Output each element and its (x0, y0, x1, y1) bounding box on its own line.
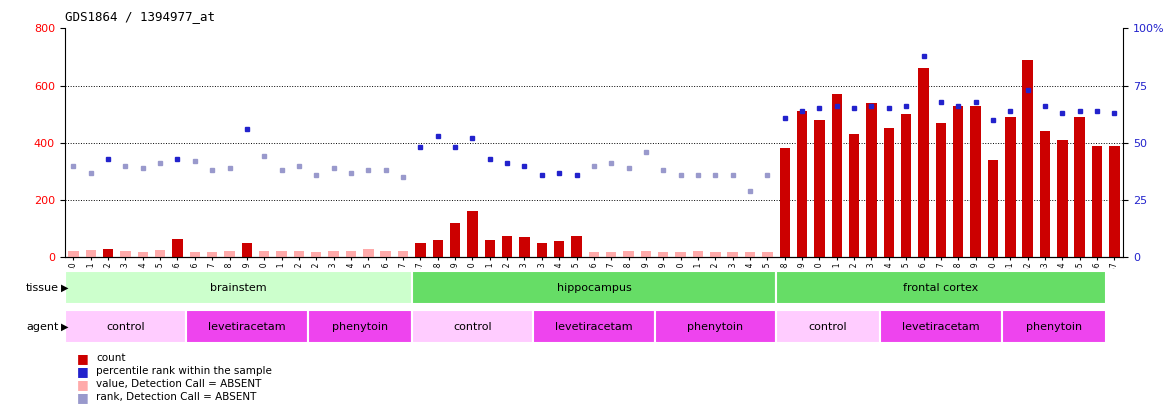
Bar (346, 251, 356, 257)
Bar (102, 249, 113, 257)
Text: ■: ■ (76, 365, 88, 378)
Bar (259, 251, 269, 257)
Bar (138, 252, 148, 257)
Bar (412, 271, 776, 304)
Bar (641, 251, 652, 257)
Bar (1040, 131, 1050, 257)
Bar (308, 310, 412, 343)
Bar (780, 149, 790, 257)
Bar (693, 251, 703, 257)
Bar (241, 243, 252, 257)
Bar (1109, 146, 1120, 257)
Bar (363, 249, 374, 257)
Bar (536, 243, 547, 257)
Text: tissue: tissue (26, 283, 59, 293)
Bar (294, 251, 305, 257)
Bar (312, 252, 321, 257)
Text: control: control (453, 322, 492, 332)
Bar (533, 310, 655, 343)
Bar (415, 243, 426, 257)
Bar (880, 310, 1002, 343)
Bar (155, 250, 166, 257)
Text: phenytoin: phenytoin (687, 322, 743, 332)
Bar (186, 310, 308, 343)
Bar (1002, 310, 1105, 343)
Bar (1075, 117, 1085, 257)
Bar (381, 251, 390, 257)
Bar (1022, 60, 1033, 257)
Bar (883, 128, 894, 257)
Bar (901, 114, 911, 257)
Bar (606, 252, 616, 257)
Bar (728, 252, 737, 257)
Text: ■: ■ (76, 352, 88, 365)
Bar (65, 271, 412, 304)
Bar (572, 236, 582, 257)
Bar (68, 251, 79, 257)
Bar (276, 251, 287, 257)
Bar (589, 252, 599, 257)
Bar (189, 252, 200, 257)
Bar (797, 111, 807, 257)
Bar (744, 252, 755, 257)
Bar (225, 251, 235, 257)
Text: GDS1864 / 1394977_at: GDS1864 / 1394977_at (65, 10, 215, 23)
Bar (970, 106, 981, 257)
Bar (1057, 140, 1068, 257)
Text: brainstem: brainstem (209, 283, 267, 292)
Text: ▶: ▶ (61, 322, 68, 332)
Text: frontal cortex: frontal cortex (903, 283, 978, 292)
Bar (1091, 146, 1102, 257)
Text: rank, Detection Call = ABSENT: rank, Detection Call = ABSENT (96, 392, 256, 402)
Bar (120, 252, 131, 257)
Text: control: control (809, 322, 848, 332)
Bar (433, 240, 443, 257)
Text: percentile rank within the sample: percentile rank within the sample (96, 367, 273, 376)
Bar (710, 252, 721, 257)
Bar (467, 211, 477, 257)
Bar (520, 237, 529, 257)
Bar (502, 236, 513, 257)
Bar (397, 251, 408, 257)
Text: levetiracetam: levetiracetam (902, 322, 980, 332)
Bar (554, 241, 564, 257)
Bar (936, 123, 947, 257)
Bar (776, 310, 880, 343)
Text: value, Detection Call = ABSENT: value, Detection Call = ABSENT (96, 379, 262, 389)
Bar (814, 120, 824, 257)
Bar (485, 240, 495, 257)
Text: phenytoin: phenytoin (332, 322, 388, 332)
Bar (867, 103, 876, 257)
Bar (1005, 117, 1016, 257)
Bar (450, 223, 460, 257)
Text: hippocampus: hippocampus (556, 283, 632, 292)
Text: phenytoin: phenytoin (1025, 322, 1082, 332)
Bar (172, 239, 182, 257)
Bar (659, 252, 668, 257)
Text: ■: ■ (76, 391, 88, 404)
Bar (207, 252, 218, 257)
Text: count: count (96, 354, 126, 363)
Bar (762, 252, 773, 257)
Bar (988, 160, 998, 257)
Bar (412, 310, 533, 343)
Bar (655, 310, 776, 343)
Text: ▶: ▶ (61, 283, 68, 293)
Bar (86, 250, 96, 257)
Text: levetiracetam: levetiracetam (208, 322, 286, 332)
Text: ■: ■ (76, 378, 88, 391)
Text: control: control (106, 322, 145, 332)
Bar (675, 252, 686, 257)
Bar (328, 251, 339, 257)
Bar (623, 251, 634, 257)
Bar (776, 271, 1105, 304)
Bar (918, 68, 929, 257)
Text: agent: agent (26, 322, 59, 332)
Bar (831, 94, 842, 257)
Bar (849, 134, 860, 257)
Bar (953, 106, 963, 257)
Text: levetiracetam: levetiracetam (555, 322, 633, 332)
Bar (65, 310, 186, 343)
